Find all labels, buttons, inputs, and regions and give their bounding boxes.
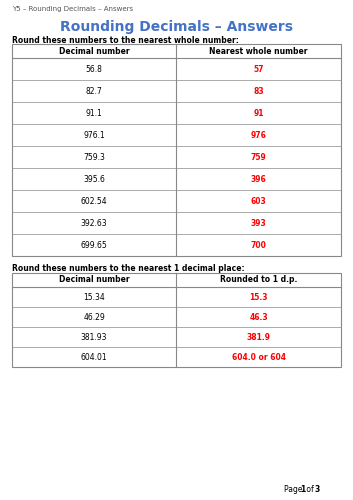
Text: 603: 603 — [251, 196, 267, 205]
Text: Decimal number: Decimal number — [59, 276, 129, 284]
Text: Nearest whole number: Nearest whole number — [209, 46, 308, 56]
Text: 91.1: 91.1 — [86, 108, 102, 118]
Text: 91: 91 — [253, 108, 264, 118]
Text: 82.7: 82.7 — [86, 86, 102, 96]
Text: 381.93: 381.93 — [81, 332, 107, 342]
Text: 604.01: 604.01 — [81, 352, 107, 362]
Text: 602.54: 602.54 — [81, 196, 107, 205]
Text: 393: 393 — [251, 218, 267, 228]
Text: 976: 976 — [251, 130, 267, 140]
Text: 56.8: 56.8 — [85, 64, 102, 74]
Text: 3: 3 — [315, 485, 320, 494]
Text: Y5 – Rounding Decimals – Answers: Y5 – Rounding Decimals – Answers — [12, 6, 133, 12]
Text: Rounding Decimals – Answers: Rounding Decimals – Answers — [60, 20, 293, 34]
Text: Round these numbers to the nearest 1 decimal place:: Round these numbers to the nearest 1 dec… — [12, 264, 245, 273]
Text: 396: 396 — [251, 174, 267, 184]
Bar — [12, 273, 341, 367]
Text: 604.0 or 604: 604.0 or 604 — [232, 352, 286, 362]
Text: 83: 83 — [253, 86, 264, 96]
Text: 15.34: 15.34 — [83, 292, 105, 302]
Text: 700: 700 — [251, 240, 267, 250]
Text: 759: 759 — [251, 152, 267, 162]
Bar — [12, 44, 341, 256]
Text: 381.9: 381.9 — [246, 332, 270, 342]
Text: 395.6: 395.6 — [83, 174, 105, 184]
Text: 15.3: 15.3 — [249, 292, 268, 302]
Text: Round these numbers to the nearest whole number:: Round these numbers to the nearest whole… — [12, 36, 239, 45]
Text: 1: 1 — [300, 485, 305, 494]
Text: Decimal number: Decimal number — [59, 46, 129, 56]
Text: 976.1: 976.1 — [83, 130, 105, 140]
Text: 759.3: 759.3 — [83, 152, 105, 162]
Text: of: of — [304, 485, 316, 494]
Text: 392.63: 392.63 — [81, 218, 107, 228]
Text: Page: Page — [284, 485, 305, 494]
Text: 57: 57 — [253, 64, 264, 74]
Text: Rounded to 1 d.p.: Rounded to 1 d.p. — [220, 276, 297, 284]
Text: 46.3: 46.3 — [249, 312, 268, 322]
Text: 46.29: 46.29 — [83, 312, 105, 322]
Text: 699.65: 699.65 — [80, 240, 107, 250]
